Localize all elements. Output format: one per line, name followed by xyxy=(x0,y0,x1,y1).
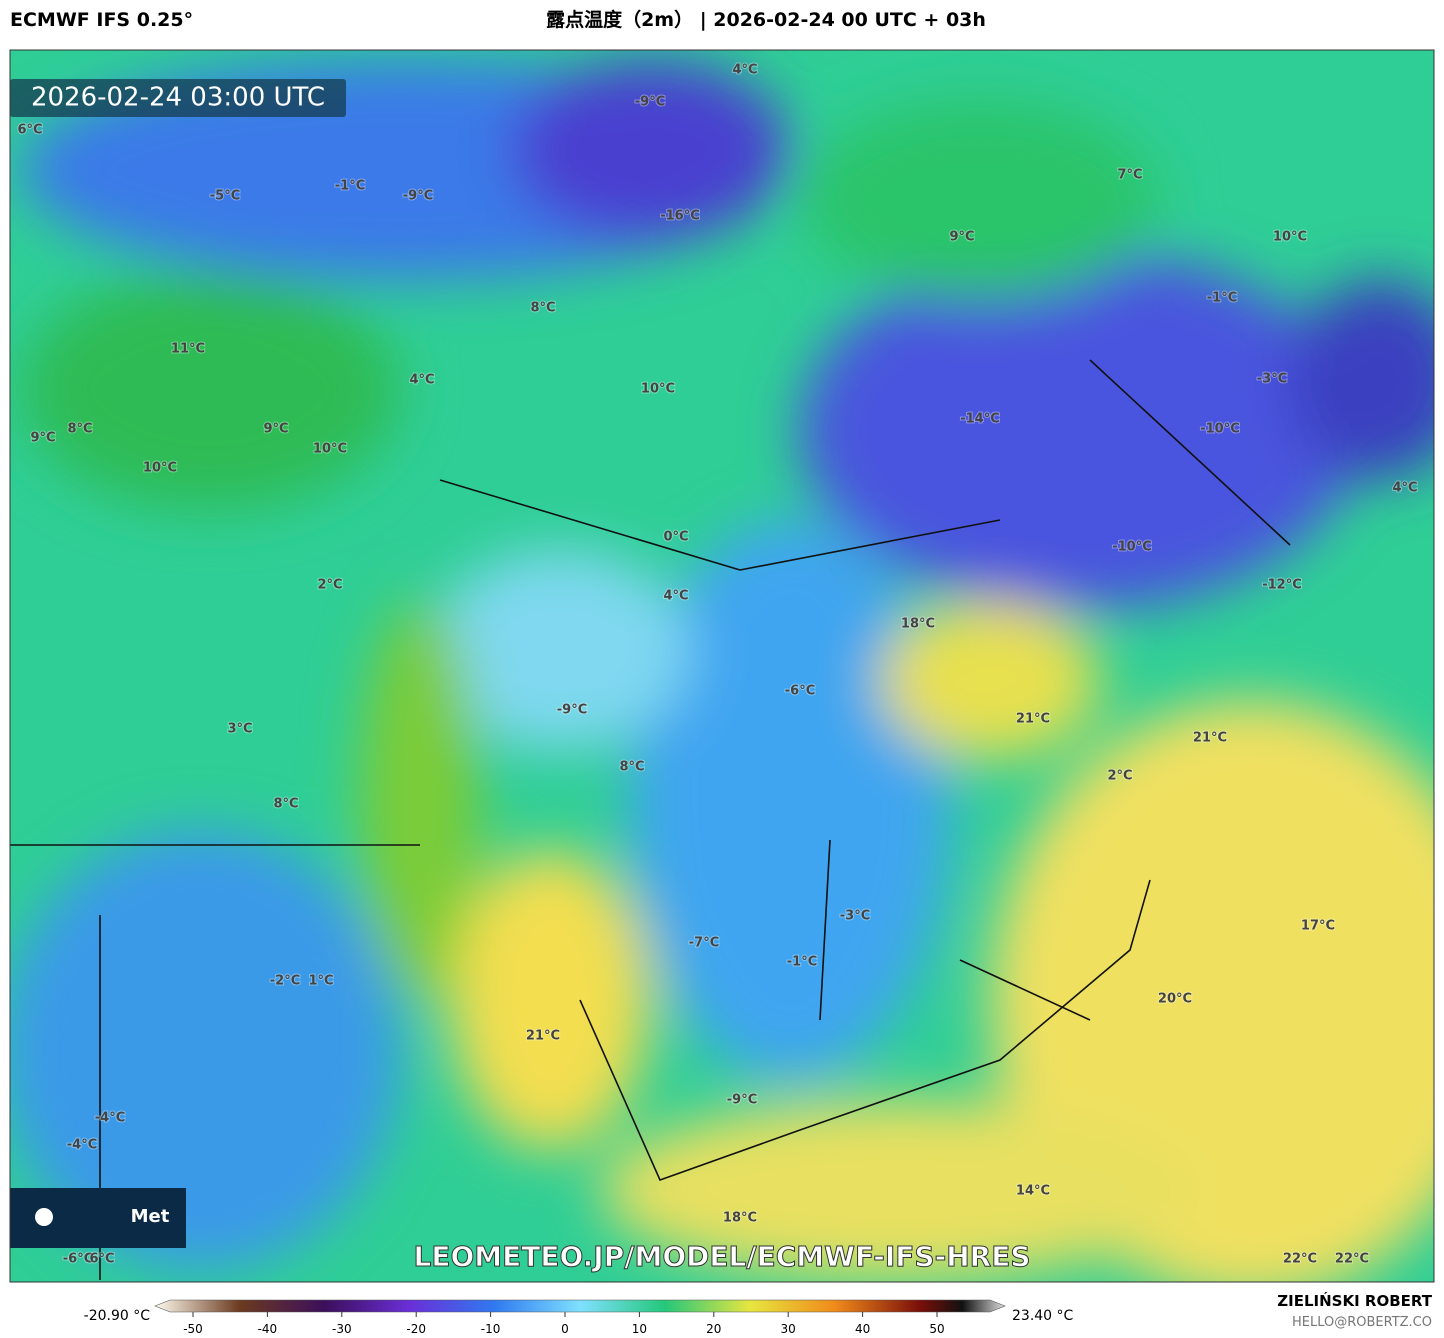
temperature-label: -16°C xyxy=(660,209,700,224)
temperature-label: 21°C xyxy=(526,1029,560,1044)
temperature-label: -9°C xyxy=(727,1093,757,1108)
temperature-label: 2°C xyxy=(317,578,342,593)
colorbar-min: -20.90 °C xyxy=(84,1308,151,1324)
colorbar-tick-label: -20 xyxy=(406,1322,426,1336)
temperature-label: 10°C xyxy=(313,442,347,457)
temperature-label: -1°C xyxy=(1207,291,1237,306)
temperature-label: 18°C xyxy=(901,617,935,632)
temperature-label: 0°C xyxy=(663,530,688,545)
colorbar-max: 23.40 °C xyxy=(1012,1308,1074,1324)
temperature-label: 6°C xyxy=(89,1252,114,1267)
temperature-label: 8°C xyxy=(619,760,644,775)
temperature-label: 21°C xyxy=(1016,712,1050,727)
temperature-label: 4°C xyxy=(409,373,434,388)
colorbar-tick-label: -10 xyxy=(481,1322,501,1336)
temperature-label: -4°C xyxy=(67,1138,97,1153)
temperature-label: 8°C xyxy=(67,422,92,437)
model-name: ECMWF IFS 0.25° xyxy=(10,9,193,31)
temperature-label: -6°C xyxy=(785,684,815,699)
temperature-label: -3°C xyxy=(1257,372,1287,387)
temperature-label: 6°C xyxy=(17,123,42,138)
temperature-label: 2°C xyxy=(1107,769,1132,784)
logo-sun xyxy=(35,1208,53,1226)
temperature-label: 21°C xyxy=(1193,731,1227,746)
colorbar-tick-label: 40 xyxy=(855,1322,870,1336)
email: HELLO@ROBERTZ.CO xyxy=(1292,1315,1432,1330)
temperature-label: 17°C xyxy=(1301,919,1335,934)
temperature-label: 8°C xyxy=(273,797,298,812)
temperature-label: -9°C xyxy=(403,189,433,204)
temperature-label: -1°C xyxy=(787,955,817,970)
temperature-label: -12°C xyxy=(1262,578,1302,593)
temperature-label: 8°C xyxy=(530,301,555,316)
map-title: 露点温度（2m） | 2026-02-24 00 UTC + 03h xyxy=(546,8,986,31)
temperature-label: 10°C xyxy=(1273,230,1307,245)
watermark: LEOMETEO.JP/MODEL/ECMWF-IFS-HRES xyxy=(413,1240,1030,1273)
temperature-label: 10°C xyxy=(641,382,675,397)
temperature-label: 4°C xyxy=(1392,481,1417,496)
temperature-label: -6°C xyxy=(63,1252,93,1267)
temperature-label: 7°C xyxy=(1117,168,1142,183)
colorbar-tick-label: 0 xyxy=(561,1322,569,1336)
temperature-label: 9°C xyxy=(263,422,288,437)
timestamp-box xyxy=(10,79,346,117)
temperature-label: -9°C xyxy=(635,95,665,110)
colorbar-tick-label: -50 xyxy=(183,1322,203,1336)
temperature-label: 22°C xyxy=(1283,1252,1317,1267)
temperature-label: -2°C xyxy=(270,974,300,989)
temperature-label: -9°C xyxy=(557,703,587,718)
colorbar-tick-label: -30 xyxy=(332,1322,352,1336)
colorbar-tick-label: 10 xyxy=(632,1322,647,1336)
temperature-label: -1°C xyxy=(335,179,365,194)
temperature-label: -5°C xyxy=(210,189,240,204)
temperature-label: 3°C xyxy=(227,722,252,737)
temperature-label: 4°C xyxy=(663,589,688,604)
author: ZIELIŃSKI ROBERT xyxy=(1277,1291,1432,1310)
temperature-label: -10°C xyxy=(1200,422,1240,437)
temperature-label: 18°C xyxy=(723,1211,757,1226)
temperature-label: -4°C xyxy=(95,1111,125,1126)
colorbar-tick-label: 50 xyxy=(929,1322,944,1336)
borders xyxy=(10,359,1291,1280)
temperature-label: -7°C xyxy=(689,936,719,951)
colorbar-tick-label: 20 xyxy=(706,1322,721,1336)
temperature-label: 9°C xyxy=(949,230,974,245)
temperature-label: 14°C xyxy=(1016,1184,1050,1199)
dewpoint-field xyxy=(10,60,1434,1282)
map-labels: 4°C -9°C 6°C -5°C -1°C -9°C -16°C 7°C 9°C 10°C -1°… xyxy=(16,62,1418,1268)
colorbar-tick-label: -40 xyxy=(258,1322,278,1336)
temperature-label: -14°C xyxy=(960,412,1000,427)
temperature-label: 11°C xyxy=(171,342,205,357)
temperature-label: -3°C xyxy=(840,909,870,924)
colorbar xyxy=(154,1299,1006,1313)
temperature-label: -10°C xyxy=(1112,540,1152,555)
logo-text: Met xyxy=(131,1206,170,1227)
temperature-label: 10°C xyxy=(143,461,177,476)
timestamp: 2026-02-24 03:00 UTC xyxy=(31,83,325,113)
temperature-label: 20°C xyxy=(1158,992,1192,1007)
map-frame xyxy=(9,49,1435,1283)
temperature-label: 9°C xyxy=(30,431,55,446)
temperature-label: 22°C xyxy=(1335,1252,1369,1267)
colorbar-ticks: -50 -40 -30 -20 -10 0 10 20 30 40 50 xyxy=(183,1312,945,1336)
colorbar-tick-label: 30 xyxy=(781,1322,796,1336)
temperature-label: 4°C xyxy=(732,63,757,78)
map: 2026-02-24 03:00 UTC Met LEOMETEO.JP/MOD… xyxy=(10,50,1434,1282)
temperature-label: 1°C xyxy=(308,974,333,989)
